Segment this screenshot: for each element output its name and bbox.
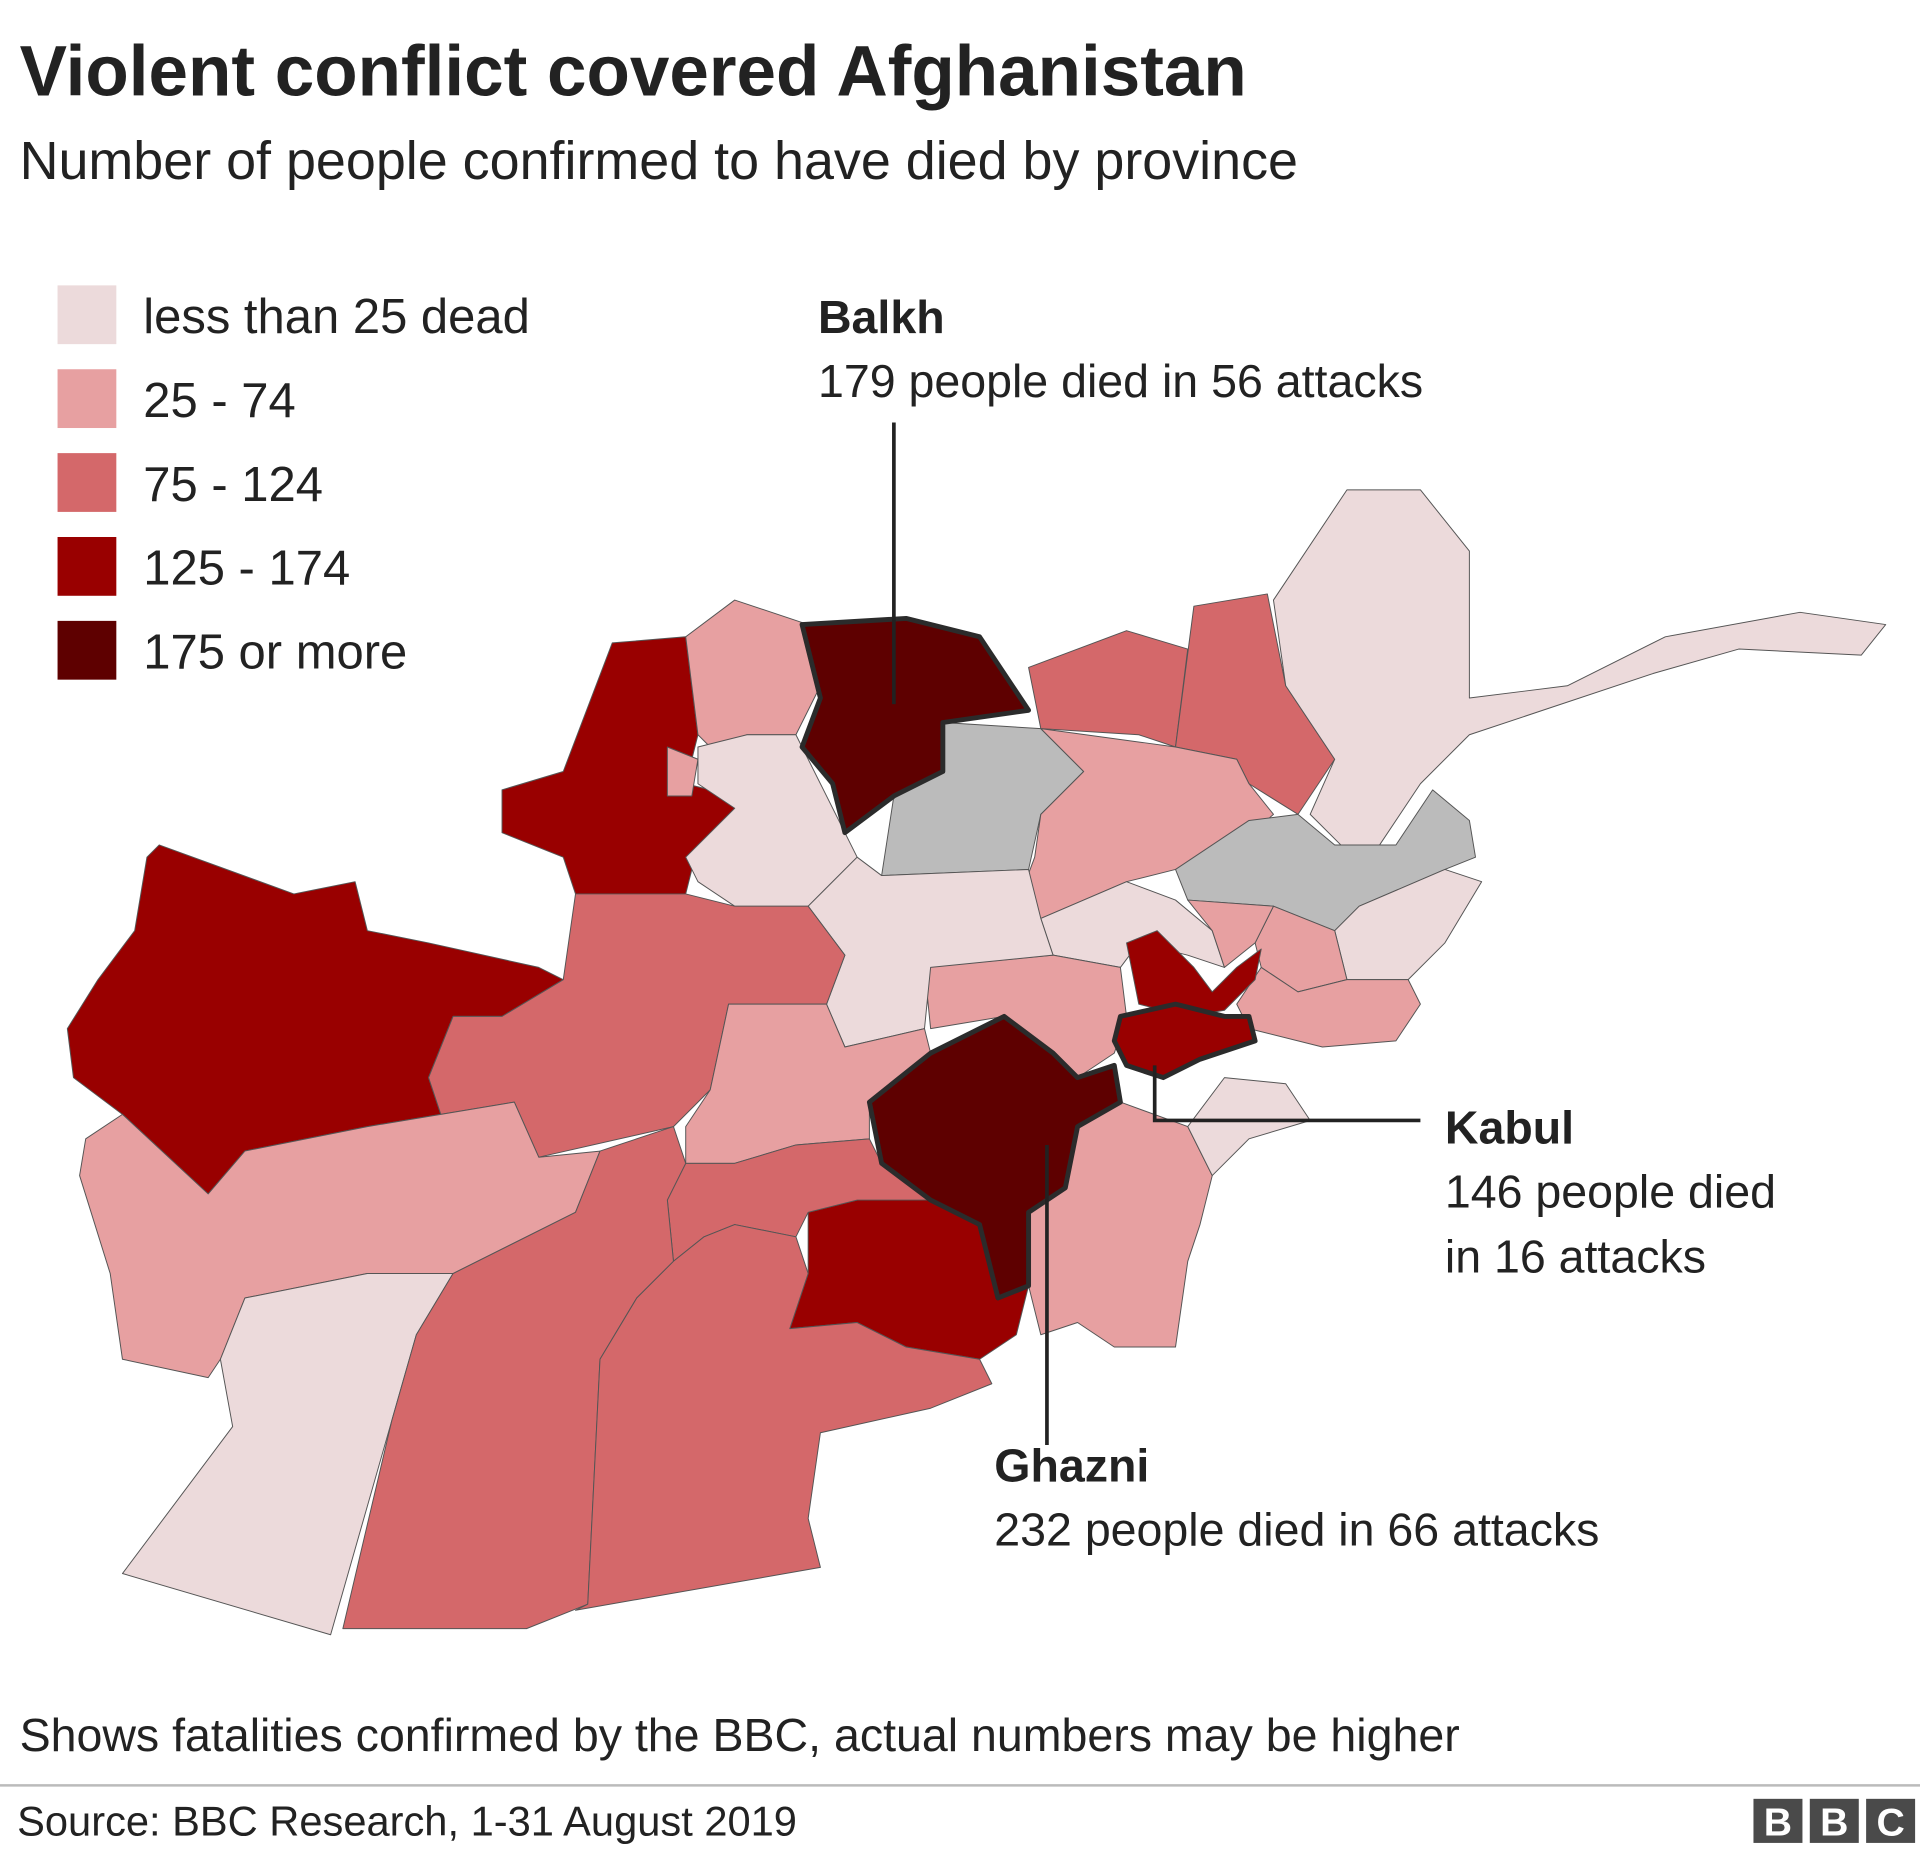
overlay — [892, 422, 1421, 1445]
legend-label: less than 25 dead — [143, 290, 530, 344]
logo-letter: B — [1764, 1802, 1792, 1845]
annotation-text: 179 people died in 56 attacks — [818, 355, 1423, 407]
province — [575, 1224, 993, 1611]
annotation-text: 232 people died in 66 attacks — [994, 1503, 1599, 1555]
legend-swatch — [57, 620, 117, 680]
legend-swatch — [57, 453, 117, 512]
legend-label: 125 - 174 — [143, 542, 350, 596]
province — [1187, 1077, 1311, 1177]
legend-swatch — [57, 285, 117, 345]
province — [121, 1273, 454, 1636]
note: Shows fatalities confirmed by the BBC, a… — [20, 1709, 1460, 1761]
province — [924, 954, 1128, 1079]
leader-line — [1152, 1065, 1421, 1123]
legend-swatch — [57, 537, 117, 596]
legend-label: 175 or more — [143, 626, 407, 680]
province — [1272, 489, 1887, 858]
province — [799, 615, 1032, 836]
province — [428, 893, 846, 1158]
source: Source: BBC Research, 1-31 August 2019 — [17, 1798, 797, 1845]
province — [1015, 728, 1274, 919]
logo-letter: B — [1820, 1802, 1848, 1845]
logo-box — [1866, 1798, 1916, 1843]
logo-letter: C — [1876, 1802, 1904, 1845]
province — [666, 746, 699, 797]
subtitle: Number of people confirmed to have died … — [20, 131, 1298, 191]
province — [866, 1013, 1123, 1301]
logo-box — [1753, 1798, 1803, 1843]
logo-box — [1809, 1798, 1859, 1843]
legend-label: 75 - 124 — [143, 458, 323, 512]
province — [1187, 899, 1274, 968]
map — [66, 489, 1887, 1636]
annotation-title: Balkh — [818, 291, 945, 343]
province — [685, 599, 821, 748]
title: Violent conflict covered Afghanistan — [20, 33, 1247, 112]
annotation-title: Ghazni — [994, 1440, 1149, 1492]
annotation-title: Kabul — [1445, 1102, 1574, 1154]
annotation-text: in 16 attacks — [1445, 1230, 1706, 1282]
legend-label: 25 - 74 — [143, 374, 295, 428]
province — [1028, 630, 1189, 748]
legend-swatch — [57, 369, 117, 429]
province — [1111, 1001, 1258, 1081]
annotation-text: 146 people died — [1445, 1165, 1776, 1217]
